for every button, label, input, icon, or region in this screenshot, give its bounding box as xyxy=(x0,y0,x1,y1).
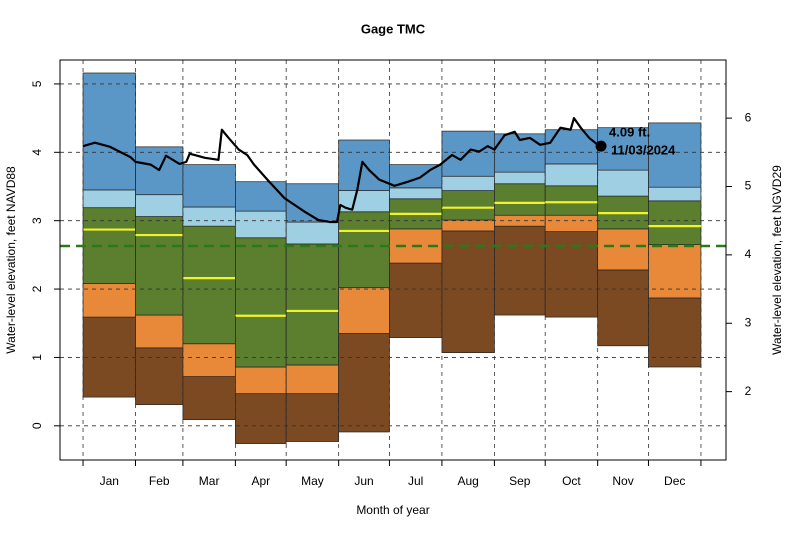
percentile-band xyxy=(441,190,495,221)
percentile-band xyxy=(648,186,702,202)
percentile-band xyxy=(338,333,390,433)
x-tick-label: Jul xyxy=(408,474,423,488)
y-axis-label: Water-level elevation, feet NAVD88 xyxy=(4,166,18,354)
percentile-band xyxy=(597,228,649,271)
x-tick-label: Mar xyxy=(199,474,220,488)
percentile-band xyxy=(182,164,236,208)
percentile-band xyxy=(82,72,136,191)
percentile-band xyxy=(182,376,236,421)
x-tick-label: Nov xyxy=(612,474,633,488)
percentile-band xyxy=(441,175,495,191)
percentile-band xyxy=(285,243,340,366)
last-date-label: 11/03/2024 xyxy=(611,143,676,158)
water-level-line xyxy=(82,117,602,224)
percentile-band xyxy=(285,221,340,245)
percentile-band xyxy=(182,206,236,227)
percentile-band xyxy=(338,287,390,334)
y2-tick-label: 5 xyxy=(745,179,752,193)
percentile-band xyxy=(182,225,236,345)
y2-tick-label: 4 xyxy=(745,247,752,261)
y-tick-label: 4 xyxy=(30,149,44,156)
y-tick-label: 2 xyxy=(30,285,44,292)
percentile-band xyxy=(648,200,702,245)
percentile-band xyxy=(544,129,599,165)
percentile-band xyxy=(135,194,184,217)
chart-title: Gage TMC xyxy=(361,21,426,36)
percentile-band xyxy=(285,364,340,395)
percentile-band xyxy=(648,244,702,299)
x-tick-label: Jun xyxy=(354,474,373,488)
y2-tick-label: 3 xyxy=(745,315,752,329)
percentile-band xyxy=(544,185,599,216)
percentile-band xyxy=(235,366,287,395)
percentile-band xyxy=(338,211,390,289)
percentile-band xyxy=(182,343,236,377)
percentile-band xyxy=(389,187,443,200)
x-axis-label: Month of year xyxy=(356,503,429,517)
y-tick-label: 3 xyxy=(30,217,44,224)
percentile-band xyxy=(441,219,495,232)
last-value-label: 4.09 ft. xyxy=(609,125,650,140)
x-tick-label: Oct xyxy=(562,474,581,488)
percentile-band xyxy=(135,314,184,349)
percentile-band xyxy=(544,163,599,187)
x-tick-label: Apr xyxy=(251,474,270,488)
plot-frame xyxy=(59,59,727,461)
percentile-band xyxy=(494,171,546,185)
percentile-band xyxy=(648,122,702,188)
percentile-band xyxy=(135,216,184,316)
y-tick-label: 0 xyxy=(30,422,44,429)
y-tick-label: 1 xyxy=(30,354,44,361)
percentile-band xyxy=(494,183,546,216)
x-tick-label: Jan xyxy=(100,474,119,488)
y2-tick-label: 2 xyxy=(745,384,752,398)
percentile-band xyxy=(441,230,495,353)
x-tick-label: May xyxy=(301,474,324,488)
percentile-band xyxy=(544,231,599,318)
percentile-band xyxy=(82,189,136,209)
x-tick-label: Sep xyxy=(509,474,531,488)
y2-tick-label: 6 xyxy=(745,110,752,124)
percentile-band xyxy=(82,283,136,318)
y-tick-label: 5 xyxy=(30,80,44,87)
percentile-band xyxy=(494,225,546,316)
percentile-band xyxy=(597,169,649,197)
percentile-band xyxy=(285,393,340,442)
percentile-band xyxy=(235,393,287,444)
x-tick-label: Feb xyxy=(149,474,170,488)
percentile-band xyxy=(389,262,443,338)
x-tick-label: Aug xyxy=(457,474,478,488)
percentile-band xyxy=(597,269,649,347)
percentile-band xyxy=(135,347,184,405)
percentile-band xyxy=(235,181,287,212)
percentile-band xyxy=(235,210,287,239)
percentile-band xyxy=(648,297,702,368)
percentile-band xyxy=(544,214,599,232)
last-point xyxy=(595,140,607,152)
y2-axis-label: Water-level elevation, feet NGVD29 xyxy=(770,165,784,355)
percentile-band xyxy=(235,237,287,368)
x-tick-label: Dec xyxy=(664,474,685,488)
